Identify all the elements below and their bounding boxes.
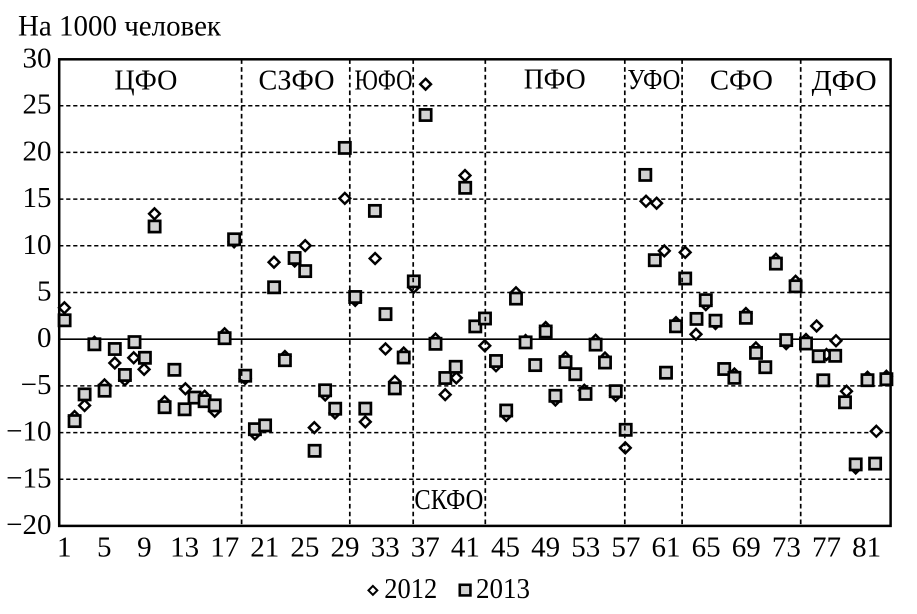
svg-text:0: 0 bbox=[37, 322, 52, 354]
svg-text:15: 15 bbox=[23, 182, 52, 214]
svg-text:−5: −5 bbox=[21, 369, 52, 401]
svg-text:5: 5 bbox=[37, 276, 52, 308]
svg-text:33: 33 bbox=[371, 532, 400, 564]
svg-text:77: 77 bbox=[812, 532, 841, 564]
svg-text:СЗФО: СЗФО bbox=[259, 64, 335, 96]
svg-text:30: 30 bbox=[23, 42, 52, 74]
svg-text:81: 81 bbox=[852, 532, 881, 564]
svg-text:45: 45 bbox=[491, 532, 520, 564]
svg-text:17: 17 bbox=[210, 532, 239, 564]
svg-text:49: 49 bbox=[531, 532, 560, 564]
svg-text:65: 65 bbox=[692, 532, 721, 564]
svg-text:На 1000 человек: На 1000 человек bbox=[18, 11, 222, 43]
svg-text:−10: −10 bbox=[6, 416, 51, 448]
svg-text:УФО: УФО bbox=[627, 64, 680, 96]
svg-text:53: 53 bbox=[571, 532, 600, 564]
svg-text:20: 20 bbox=[23, 135, 52, 167]
svg-text:10: 10 bbox=[23, 229, 52, 261]
svg-text:21: 21 bbox=[250, 532, 279, 564]
svg-text:29: 29 bbox=[331, 532, 360, 564]
svg-text:5: 5 bbox=[97, 532, 112, 564]
svg-text:57: 57 bbox=[611, 532, 640, 564]
svg-text:−15: −15 bbox=[6, 462, 51, 494]
svg-text:13: 13 bbox=[170, 532, 199, 564]
svg-text:37: 37 bbox=[411, 532, 440, 564]
svg-text:2013: 2013 bbox=[476, 573, 530, 605]
svg-text:СФО: СФО bbox=[710, 65, 773, 97]
svg-text:25: 25 bbox=[290, 532, 319, 564]
svg-text:ЦФО: ЦФО bbox=[114, 64, 177, 96]
svg-text:9: 9 bbox=[137, 532, 152, 564]
svg-text:СКФО: СКФО bbox=[414, 484, 483, 516]
svg-text:1: 1 bbox=[57, 532, 72, 564]
svg-text:ЮФО: ЮФО bbox=[355, 64, 413, 96]
svg-text:41: 41 bbox=[451, 532, 480, 564]
svg-text:−20: −20 bbox=[6, 509, 51, 541]
svg-text:25: 25 bbox=[23, 89, 52, 121]
svg-text:69: 69 bbox=[732, 532, 761, 564]
svg-text:2012: 2012 bbox=[384, 573, 437, 605]
svg-text:61: 61 bbox=[652, 532, 681, 564]
svg-text:73: 73 bbox=[772, 532, 801, 564]
svg-text:ДФО: ДФО bbox=[812, 65, 877, 97]
svg-text:ПФО: ПФО bbox=[524, 64, 586, 96]
